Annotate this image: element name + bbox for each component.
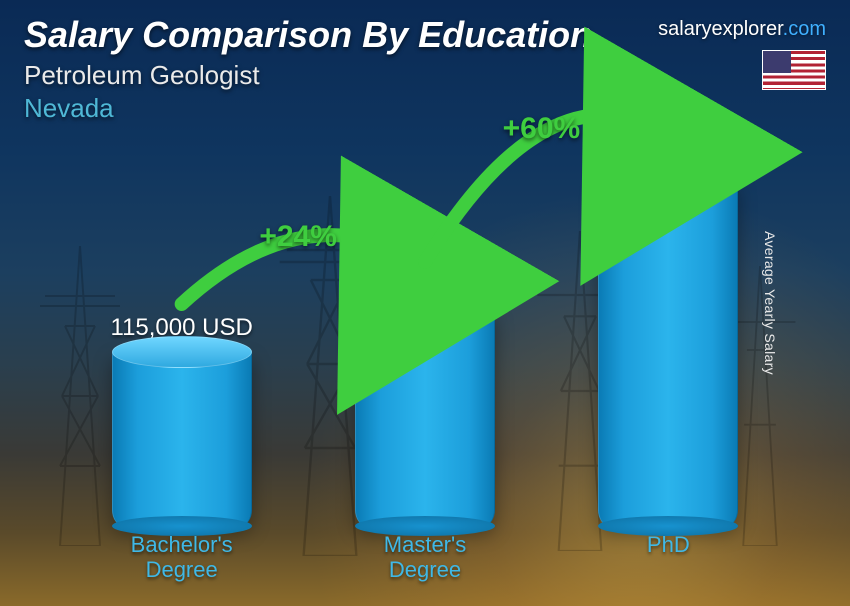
bar-top bbox=[598, 165, 738, 197]
x-label: Bachelor'sDegree bbox=[60, 532, 303, 584]
bar-body bbox=[598, 181, 738, 526]
bar-top bbox=[112, 336, 252, 368]
delta-label: +60% bbox=[503, 112, 581, 146]
bar: 115,000 USD bbox=[60, 314, 303, 526]
bar-body bbox=[355, 310, 495, 526]
infographic-stage: Salary Comparison By Education Petroleum… bbox=[0, 0, 850, 606]
bar-cylinder bbox=[355, 310, 495, 526]
bar-body bbox=[112, 352, 252, 526]
brand-name: salaryexplorer bbox=[658, 18, 783, 40]
bar-cylinder bbox=[112, 352, 252, 526]
flag-icon bbox=[762, 50, 826, 90]
brand-logo: salaryexplorer.com bbox=[658, 18, 826, 41]
bar-top bbox=[355, 294, 495, 326]
x-labels: Bachelor'sDegreeMaster'sDegreePhD bbox=[60, 532, 790, 584]
bars-container: 115,000 USD 143,000 USD 228,000 USD bbox=[60, 146, 790, 526]
salary-bar-chart: 115,000 USD 143,000 USD 228,000 USD Bach… bbox=[60, 114, 790, 584]
x-label: Master'sDegree bbox=[303, 532, 546, 584]
job-title: Petroleum Geologist bbox=[24, 60, 826, 91]
brand-suffix: .com bbox=[783, 18, 826, 40]
bar: 228,000 USD bbox=[547, 143, 790, 526]
bar: 143,000 USD bbox=[303, 272, 546, 526]
bar-cylinder bbox=[598, 181, 738, 526]
x-label: PhD bbox=[547, 532, 790, 584]
